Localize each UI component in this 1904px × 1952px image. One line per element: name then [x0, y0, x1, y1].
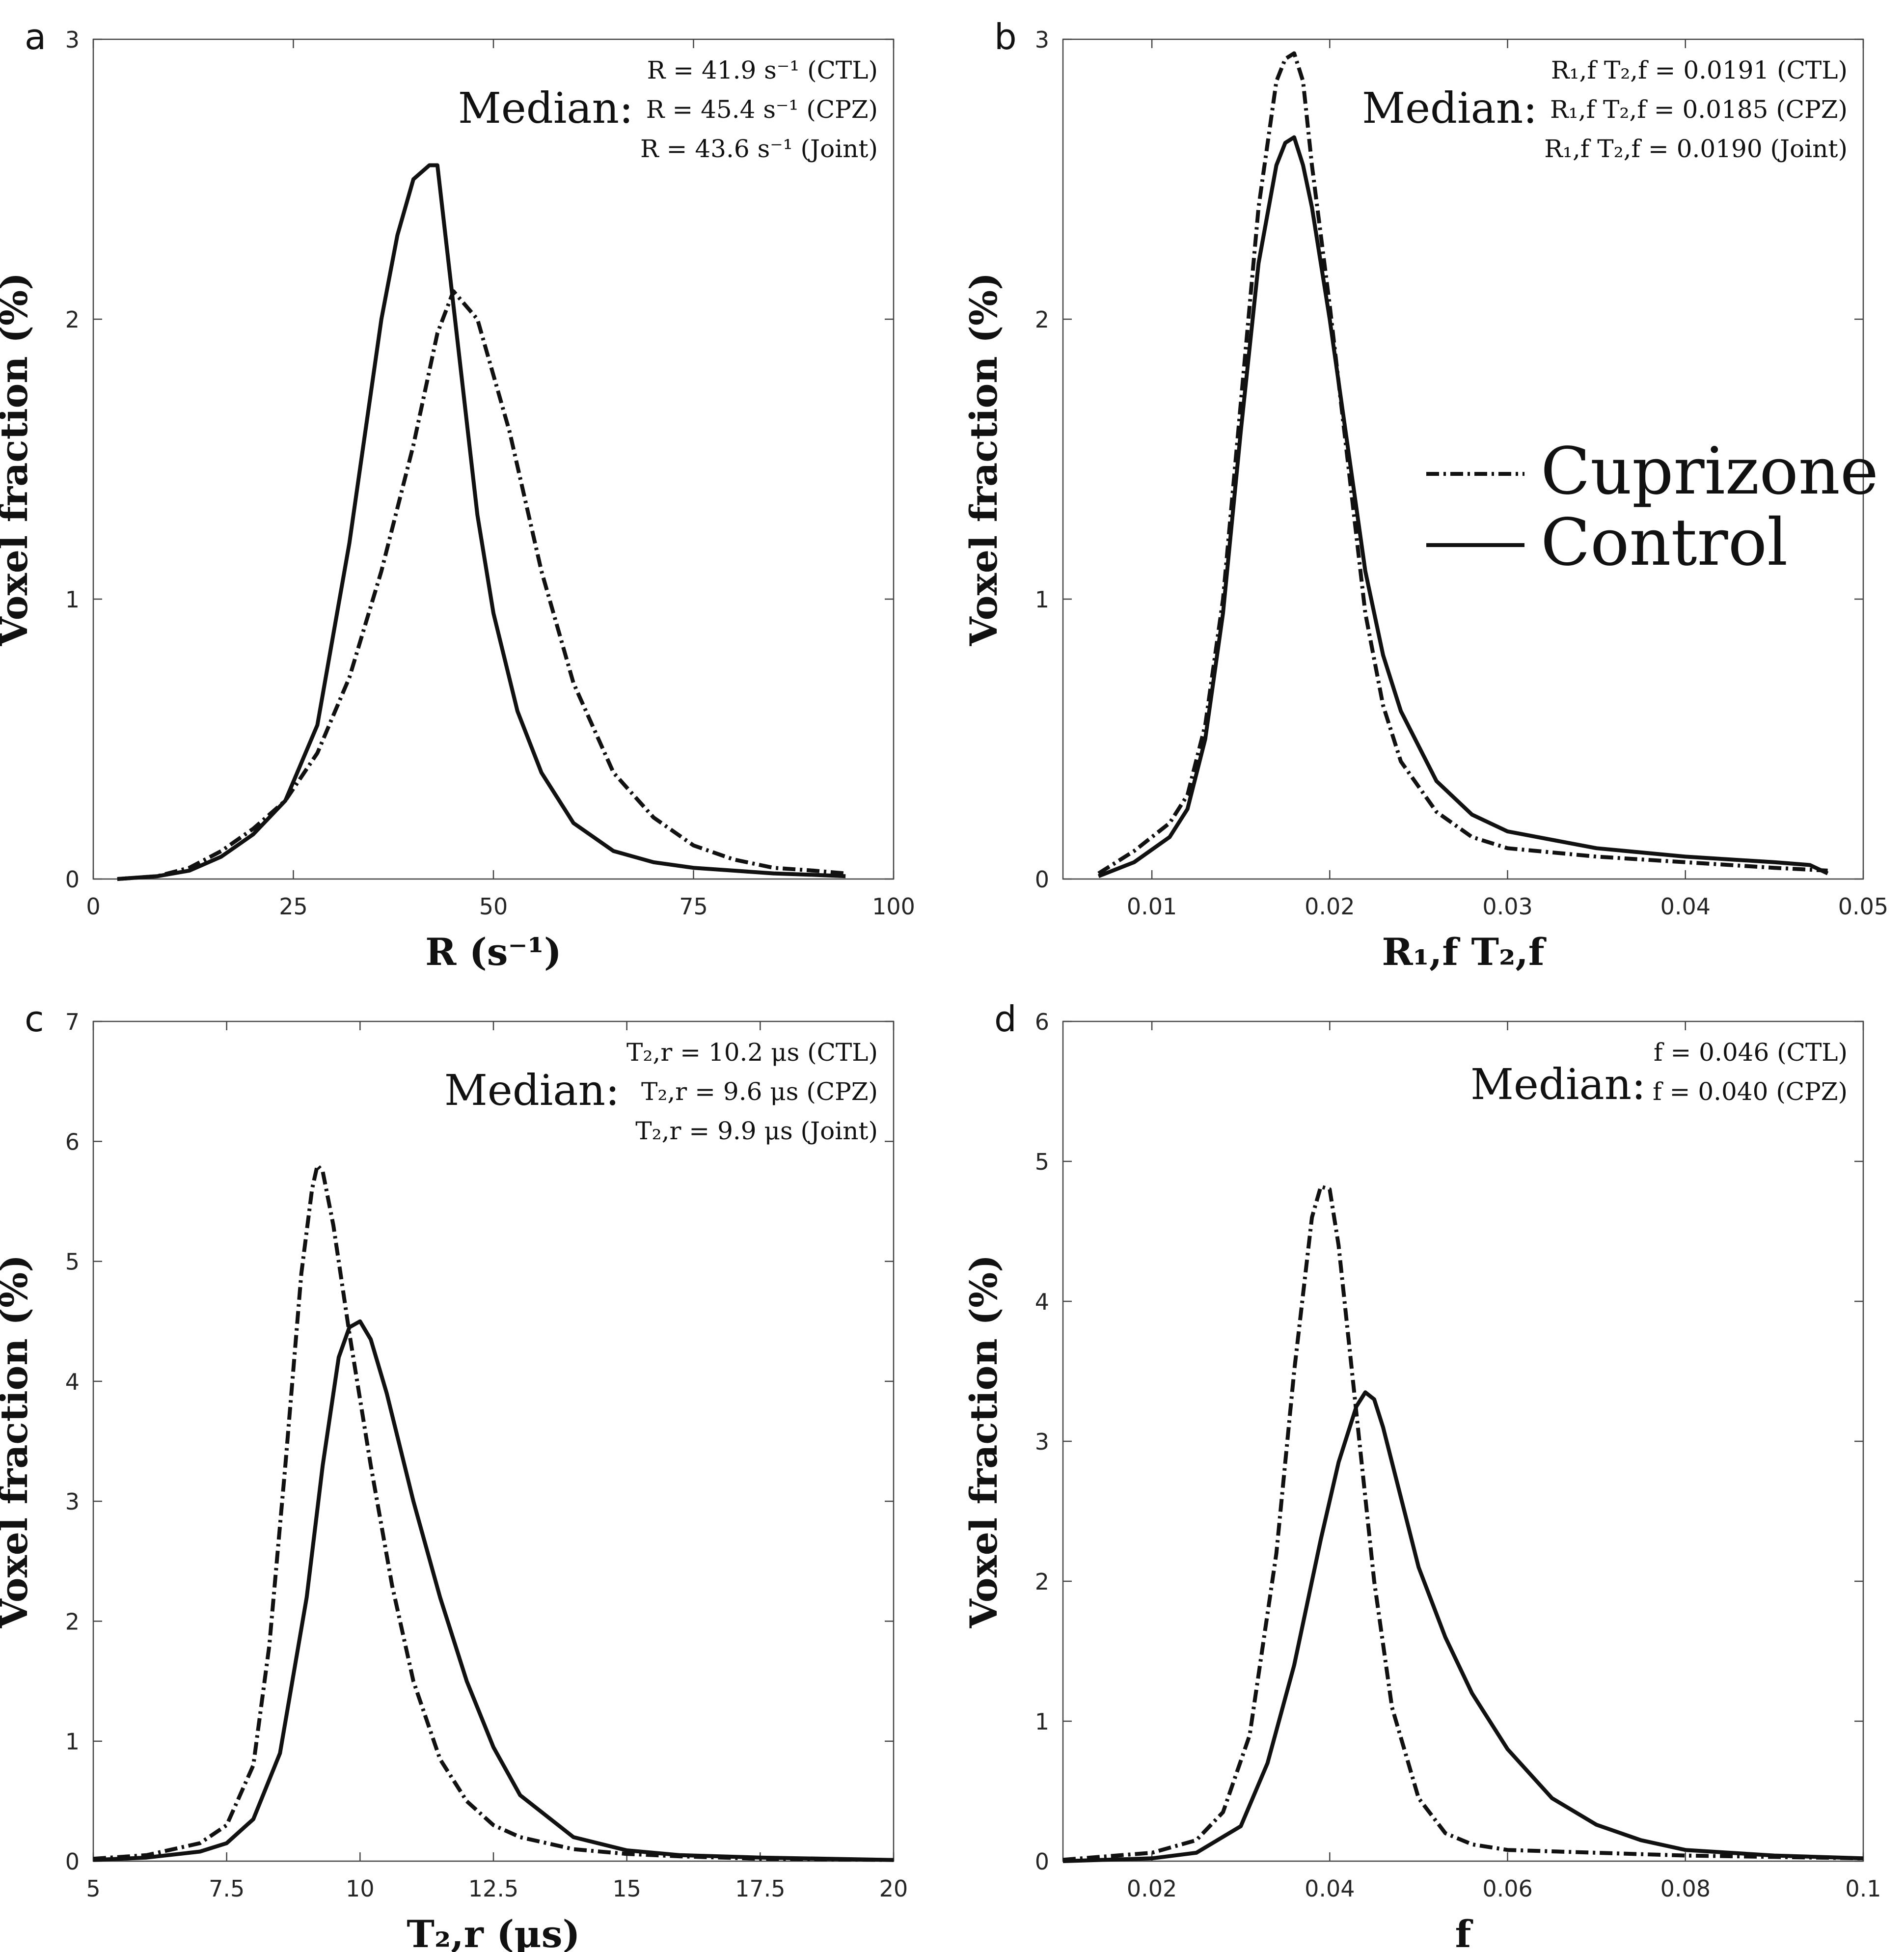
panel-c-chart: 5 7.5 10 12.5 15 17.5 20 0 1 2 3 4 5 6 7 T₂,r (μs) Voxel…	[0, 998, 908, 1952]
panel-letter: d	[994, 998, 1017, 1040]
x-tick-label: 7.5	[209, 1875, 245, 1902]
x-tick-label: 0.06	[1482, 1875, 1532, 1902]
median-value-line: T₂,r = 9.6 μs (CPZ)	[641, 1077, 878, 1106]
x-tick-label: 0	[86, 893, 100, 920]
y-tick-label: 2	[65, 1608, 80, 1635]
y-tick-label: 3	[1035, 27, 1049, 53]
x-tick-label: 0.03	[1482, 893, 1532, 920]
y-tick-label: 1	[1035, 1708, 1049, 1735]
cuprizone-curve	[117, 289, 846, 881]
y-tick-label: 0	[1035, 1848, 1049, 1875]
x-axis-label: f	[1455, 1912, 1473, 1952]
x-tick-label: 0.1	[1845, 1875, 1881, 1902]
x-axis-label: R₁,f T₂,f	[1382, 930, 1546, 974]
y-tick-label: 6	[65, 1128, 80, 1155]
x-tick-label: 0.02	[1305, 893, 1355, 920]
y-tick-label: 0	[65, 866, 80, 893]
median-value-line: R = 41.9 s⁻¹ (CTL)	[647, 56, 878, 84]
control-curve	[93, 1319, 894, 1862]
y-tick-label: 0	[1035, 866, 1049, 893]
y-tick-label: 4	[1035, 1289, 1049, 1315]
y-tick-label: 7	[65, 1009, 80, 1035]
panel-a-chart: 0 25 50 75 100 0 1 2 3 R (s⁻¹) Voxel fraction (%) a…	[0, 16, 915, 974]
x-axis-label: R (s⁻¹)	[425, 930, 562, 974]
y-tick-label: 3	[65, 1488, 80, 1515]
control-curve	[1097, 135, 1829, 879]
legend-cuprizone-label: Cuprizone	[1541, 434, 1878, 509]
panel-b-chart: 0.01 0.02 0.03 0.04 0.05 0 1 2 3 R₁,f T₂,f Voxel f…	[962, 16, 1888, 974]
plot-frame	[1062, 1020, 1864, 1862]
legend-control-label: Control	[1541, 505, 1788, 580]
median-value-line: R₁,f T₂,f = 0.0190 (Joint)	[1544, 135, 1848, 163]
x-tick-label: 0.05	[1838, 893, 1888, 920]
x-tick-label: 50	[479, 893, 508, 920]
x-tick-label: 5	[86, 1875, 100, 1902]
panel-d-chart: 0.02 0.04 0.06 0.08 0.1 0 1 2 3 4 5 6 f Voxel fractio…	[962, 998, 1881, 1952]
x-tick-label: 20	[879, 1875, 908, 1902]
y-tick-label: 4	[65, 1369, 80, 1395]
x-tick-label: 100	[872, 893, 915, 920]
y-tick-label: 5	[1035, 1149, 1049, 1175]
median-value-line: f = 0.040 (CPZ)	[1653, 1077, 1848, 1106]
y-axis-label: Voxel fraction (%)	[0, 1255, 36, 1628]
x-tick-label: 12.5	[468, 1875, 518, 1902]
median-value-line: R = 43.6 s⁻¹ (Joint)	[640, 135, 878, 163]
legend: Cuprizone Control	[1426, 434, 1878, 580]
control-curve	[117, 163, 846, 881]
y-tick-label: 1	[65, 586, 80, 613]
median-label: Median:	[458, 84, 633, 133]
plot-frame	[1062, 38, 1864, 880]
y-axis-label: Voxel fraction (%)	[962, 1255, 1006, 1628]
cuprizone-curve	[1062, 1184, 1864, 1862]
median-label: Median:	[1470, 1060, 1646, 1109]
x-tick-label: 0.02	[1127, 1875, 1177, 1902]
median-value-line: f = 0.046 (CTL)	[1654, 1038, 1848, 1067]
x-tick-label: 0.01	[1127, 893, 1177, 920]
x-tick-label: 25	[279, 893, 308, 920]
x-tick-label: 0.08	[1660, 1875, 1711, 1902]
x-tick-label: 75	[679, 893, 708, 920]
y-tick-label: 0	[65, 1848, 80, 1875]
y-tick-label: 1	[1035, 586, 1049, 613]
x-tick-label: 10	[346, 1875, 375, 1902]
x-tick-label: 0.04	[1660, 893, 1711, 920]
median-value-line: T₂,r = 9.9 μs (Joint)	[635, 1117, 878, 1145]
median-value-line: T₂,r = 10.2 μs (CTL)	[626, 1038, 878, 1067]
x-axis-label: T₂,r (μs)	[407, 1912, 580, 1952]
y-tick-label: 5	[65, 1249, 80, 1275]
y-axis-label: Voxel fraction (%)	[962, 273, 1006, 646]
y-tick-label: 3	[65, 27, 80, 53]
x-tick-label: 15	[612, 1875, 641, 1902]
median-value-line: R₁,f T₂,f = 0.0191 (CTL)	[1551, 56, 1848, 84]
control-curve	[1062, 1390, 1864, 1863]
x-tick-label: 0.04	[1305, 1875, 1355, 1902]
y-tick-label: 3	[1035, 1429, 1049, 1455]
panel-letter: c	[25, 998, 44, 1040]
panel-letter: b	[994, 16, 1017, 57]
median-label: Median:	[444, 1066, 620, 1115]
y-tick-label: 2	[65, 306, 80, 333]
panel-letter: a	[25, 16, 46, 57]
y-axis-label: Voxel fraction (%)	[0, 273, 36, 646]
y-tick-label: 6	[1035, 1009, 1049, 1035]
y-tick-label: 2	[1035, 1568, 1049, 1595]
plot-frame	[92, 1020, 895, 1862]
median-value-line: R = 45.4 s⁻¹ (CPZ)	[646, 95, 878, 124]
y-tick-label: 1	[65, 1729, 80, 1755]
x-tick-label: 17.5	[735, 1875, 785, 1902]
plot-frame	[92, 38, 895, 880]
cuprizone-curve	[93, 1163, 894, 1862]
y-tick-label: 2	[1035, 306, 1049, 333]
median-label: Median:	[1362, 84, 1537, 133]
median-value-line: R₁,f T₂,f = 0.0185 (CPZ)	[1550, 95, 1848, 124]
